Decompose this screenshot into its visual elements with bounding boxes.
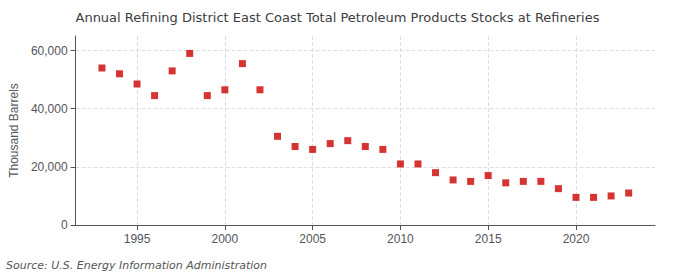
svg-text:2015: 2015 bbox=[475, 232, 502, 246]
svg-text:2010: 2010 bbox=[387, 232, 414, 246]
svg-text:20,000: 20,000 bbox=[31, 160, 68, 174]
svg-text:Source: U.S. Energy Informatio: Source: U.S. Energy Information Administ… bbox=[6, 259, 267, 272]
svg-text:Annual Refining District East: Annual Refining District East Coast Tota… bbox=[75, 10, 599, 25]
svg-text:60,000: 60,000 bbox=[31, 44, 68, 58]
svg-text:1995: 1995 bbox=[124, 232, 151, 246]
svg-text:2020: 2020 bbox=[563, 232, 590, 246]
svg-text:40,000: 40,000 bbox=[31, 102, 68, 116]
svg-text:2005: 2005 bbox=[299, 232, 326, 246]
svg-text:Thousand Barrels: Thousand Barrels bbox=[7, 83, 21, 178]
svg-text:2000: 2000 bbox=[211, 232, 238, 246]
svg-text:0: 0 bbox=[61, 218, 68, 232]
